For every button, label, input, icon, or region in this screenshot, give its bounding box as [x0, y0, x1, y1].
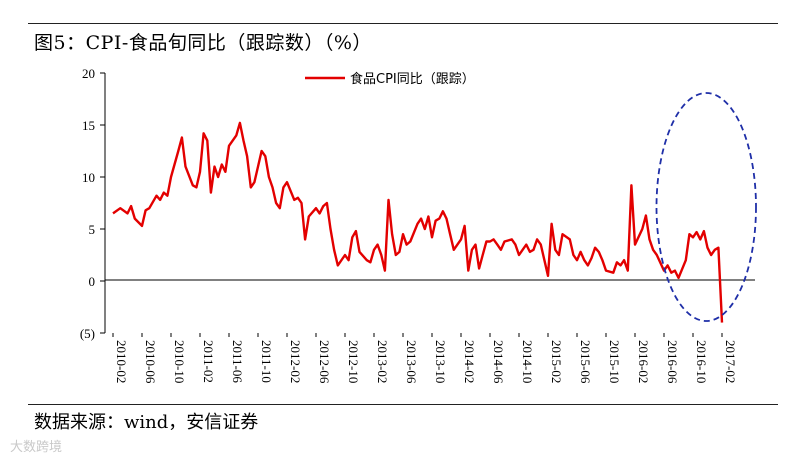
y-tick-label: 15 — [82, 118, 95, 133]
x-tick-label: 2017-02 — [723, 340, 738, 383]
y-tick-label: 10 — [82, 170, 95, 185]
x-tick-label: 2012-06 — [317, 340, 332, 384]
x-tick-label: 2013-02 — [375, 340, 390, 383]
x-tick-label: 2014-10 — [520, 340, 535, 383]
source-note: 数据来源：wind，安信证券 — [34, 412, 259, 433]
x-tick-label: 2015-10 — [607, 340, 622, 383]
y-tick-label: 0 — [89, 274, 96, 289]
x-tick-label: 2015-06 — [578, 340, 593, 384]
x-tick-label: 2014-02 — [462, 340, 477, 383]
x-tick-label: 2011-06 — [230, 340, 245, 383]
x-tick-label: 2011-02 — [201, 340, 216, 383]
x-tick-label: 2010-10 — [172, 340, 187, 383]
x-tick-label: 2014-06 — [491, 340, 506, 384]
y-tick-label: 5 — [89, 222, 96, 237]
chart-area: 20 15 10 5 0 (5) 2010-02 2010-06 2010-10 2011-02… — [80, 66, 757, 384]
x-tick-label: 2015-02 — [549, 340, 564, 383]
legend-label: 食品CPI同比（跟踪） — [350, 71, 475, 87]
y-tick-label: 20 — [82, 66, 95, 81]
x-tick-label: 2012-10 — [346, 340, 361, 383]
x-tick-label: 2016-06 — [665, 340, 680, 384]
x-tick-label: 2010-02 — [114, 340, 129, 383]
x-tick-label: 2013-06 — [404, 340, 419, 384]
x-tick-label: 2010-06 — [143, 340, 158, 384]
chart-title: 图5：CPI-食品旬同比（跟踪数）（%） — [34, 32, 372, 54]
watermark: 大数跨境 — [10, 440, 63, 455]
x-tick-label: 2013-10 — [433, 340, 448, 383]
top-rule — [28, 23, 778, 24]
x-tick-label: 2012-02 — [288, 340, 303, 383]
y-tick-label: (5) — [80, 326, 95, 341]
x-tick-label: 2016-10 — [694, 340, 709, 383]
x-tick-label: 2016-02 — [636, 340, 651, 383]
x-tick-label: 2011-10 — [259, 340, 274, 383]
dashed-ellipse-annotation — [655, 92, 757, 322]
bottom-rule — [28, 404, 778, 405]
series-line-food-cpi — [112, 121, 724, 323]
